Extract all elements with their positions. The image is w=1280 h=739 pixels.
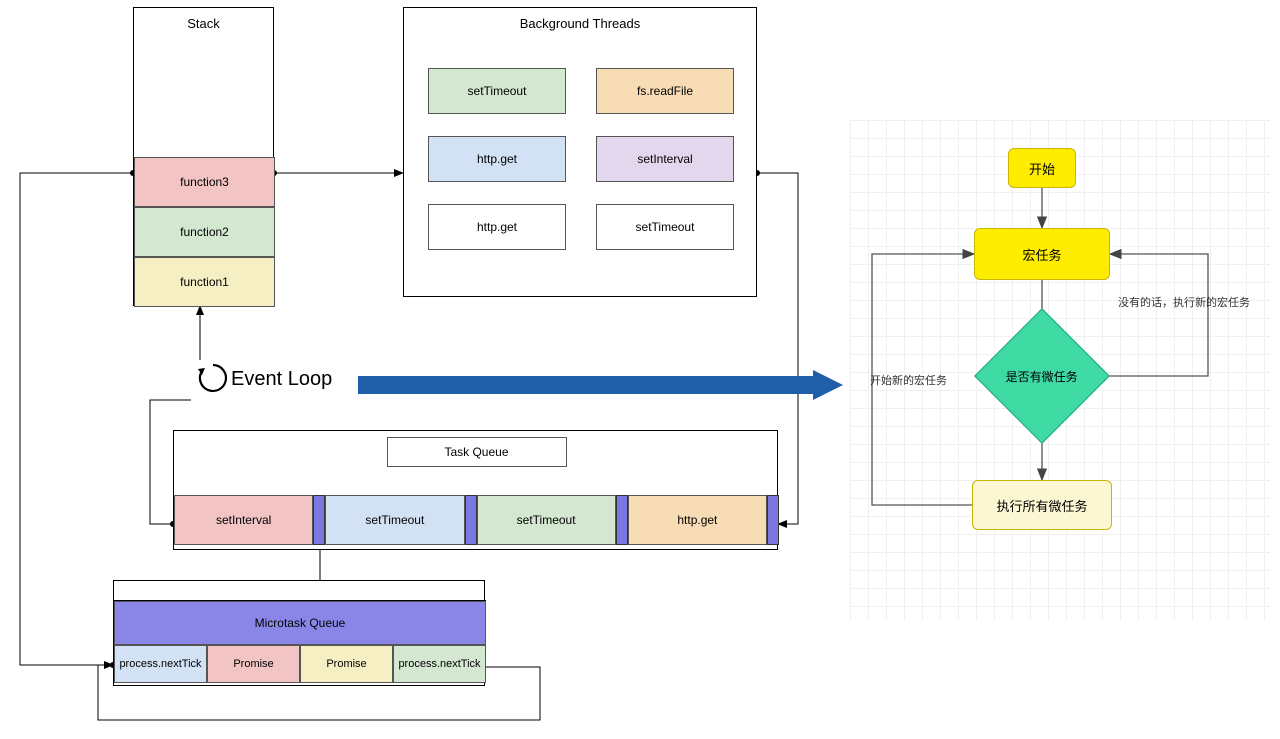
taskqueue-title: Task Queue	[387, 437, 567, 467]
bgthreads-container: Background Threads setTimeout fs.readFile…	[403, 7, 757, 297]
taskqueue-cell: setTimeout	[325, 495, 464, 545]
flow-label-left: 开始新的宏任务	[870, 372, 947, 388]
loop-icon	[195, 360, 231, 399]
bgthread-cell: setInterval	[596, 136, 734, 182]
microtask-container: Microtask Queueprocess.nextTickPromisePr…	[113, 580, 485, 686]
microtask-cell: Promise	[300, 645, 393, 683]
taskqueue-cell: http.get	[628, 495, 767, 545]
taskqueue-bar	[313, 495, 325, 545]
stack-cell: function3	[134, 157, 275, 207]
stack-cell: function2	[134, 207, 275, 257]
microtask-cell: Promise	[207, 645, 300, 683]
stack-container: Stack function3function2function1	[133, 7, 274, 306]
taskqueue-bar	[465, 495, 477, 545]
flow-node-start: 开始	[1008, 148, 1076, 188]
bgthread-cell: setTimeout	[596, 204, 734, 250]
microtask-title: Microtask Queue	[114, 601, 486, 645]
taskqueue-cell: setInterval	[174, 495, 313, 545]
bgthread-cell: http.get	[428, 136, 566, 182]
taskqueue-container: Task QueuesetIntervalsetTimeoutsetTimeou…	[173, 430, 778, 550]
microtask-header	[114, 581, 486, 601]
microtask-cell: process.nextTick	[393, 645, 486, 683]
big-arrow	[358, 370, 843, 400]
taskqueue-bar	[616, 495, 628, 545]
stack-cell: function1	[134, 257, 275, 307]
event-loop-label: Event Loop	[231, 368, 332, 391]
taskqueue-bar	[767, 495, 779, 545]
stack-title: Stack	[134, 8, 273, 39]
microtask-cell: process.nextTick	[114, 645, 207, 683]
flow-node-macro: 宏任务	[974, 228, 1110, 280]
bgthread-cell: http.get	[428, 204, 566, 250]
bgthread-cell: setTimeout	[428, 68, 566, 114]
flow-label-right: 没有的话，执行新的宏任务	[1118, 294, 1250, 310]
bgthread-cell: fs.readFile	[596, 68, 734, 114]
bgthreads-title: Background Threads	[404, 8, 756, 39]
flow-node-runMicro: 执行所有微任务	[972, 480, 1112, 530]
taskqueue-cell: setTimeout	[477, 495, 616, 545]
